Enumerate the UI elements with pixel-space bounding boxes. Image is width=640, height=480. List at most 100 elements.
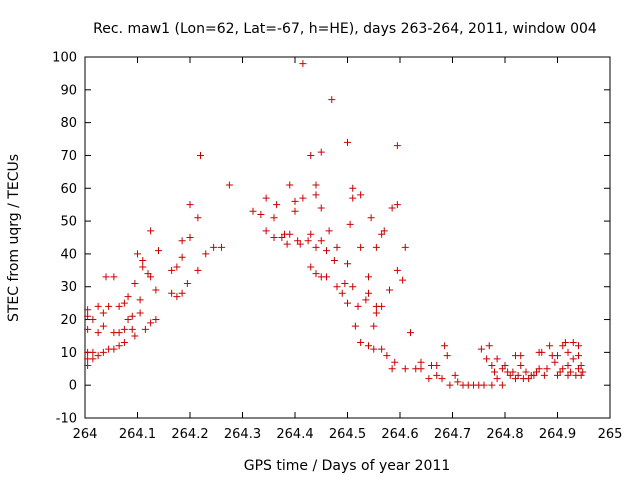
data-point-134 (393, 201, 401, 209)
data-point-164 (493, 375, 501, 383)
data-point-99 (333, 243, 341, 251)
data-point-150 (446, 381, 454, 389)
data-point-30 (128, 312, 136, 320)
data-point-143 (425, 375, 433, 383)
data-point-151 (451, 371, 459, 379)
data-point-194 (559, 365, 567, 373)
data-point-11 (94, 302, 102, 310)
data-point-206 (575, 342, 582, 350)
data-point-42 (147, 227, 155, 235)
data-point-149 (443, 352, 451, 360)
data-point-31 (131, 332, 139, 340)
data-point-0 (84, 361, 92, 369)
data-point-59 (202, 250, 210, 258)
data-point-95 (325, 227, 333, 235)
data-point-25 (120, 325, 128, 333)
data-point-209 (579, 368, 587, 376)
y-tick-label-11: 100 (52, 51, 77, 66)
y-tick-label-1: 0 (69, 379, 77, 394)
data-point-9 (94, 352, 102, 360)
x-tick-label-9: 264.9 (539, 427, 576, 442)
data-point-148 (441, 342, 449, 350)
data-point-145 (433, 361, 441, 369)
data-point-192 (554, 352, 561, 360)
data-point-188 (546, 342, 554, 350)
data-point-158 (480, 381, 488, 389)
data-point-121 (372, 309, 380, 317)
data-point-58 (197, 151, 204, 159)
x-tick-label-3: 264.3 (224, 427, 261, 442)
data-point-32 (131, 279, 139, 287)
data-point-96 (328, 96, 336, 104)
x-axis-label: GPS time / Days of year 2011 (244, 458, 451, 474)
data-point-198 (564, 361, 572, 369)
data-point-73 (286, 181, 294, 189)
data-point-119 (370, 345, 378, 353)
data-point-5 (84, 306, 92, 314)
data-point-8 (89, 316, 97, 324)
x-tick-label-1: 264.1 (119, 427, 156, 442)
data-point-57 (194, 214, 202, 222)
x-tick-label-0: 264 (73, 427, 98, 442)
data-point-168 (501, 361, 509, 369)
data-point-49 (173, 263, 181, 271)
data-point-178 (522, 368, 530, 376)
data-point-85 (312, 270, 320, 278)
data-point-103 (344, 260, 351, 268)
data-point-41 (147, 273, 155, 281)
data-point-124 (378, 345, 386, 353)
data-point-43 (152, 316, 160, 324)
y-tick-label-7: 60 (60, 182, 77, 197)
data-point-159 (483, 355, 491, 363)
data-point-160 (485, 342, 493, 350)
data-point-18 (110, 345, 118, 353)
data-point-40 (147, 319, 155, 327)
y-tick-label-0: -10 (56, 412, 77, 427)
data-point-111 (357, 339, 365, 347)
data-point-22 (115, 329, 123, 337)
data-point-118 (367, 214, 375, 222)
data-point-50 (178, 289, 186, 297)
y-tick-label-2: 10 (60, 346, 77, 361)
data-point-108 (349, 184, 357, 192)
data-point-7 (89, 348, 97, 356)
x-tick-label-4: 264.4 (276, 427, 313, 442)
data-point-12 (99, 348, 107, 356)
data-point-114 (362, 296, 370, 304)
data-point-97 (330, 256, 338, 264)
y-axis-label: STEC from uqrg / TECUs (6, 154, 22, 322)
y-tick-label-6: 50 (60, 215, 77, 230)
x-tick-label-7: 264.7 (434, 427, 471, 442)
data-point-67 (270, 234, 278, 241)
data-point-131 (388, 204, 396, 212)
data-point-166 (498, 381, 506, 389)
data-point-46 (168, 289, 176, 297)
data-point-175 (517, 361, 525, 369)
y-tick-label-4: 30 (60, 280, 77, 295)
data-point-200 (567, 368, 575, 376)
data-point-65 (262, 227, 270, 235)
data-point-74 (286, 230, 294, 238)
x-tick-label-8: 264.8 (486, 427, 523, 442)
data-point-66 (262, 194, 270, 202)
data-point-64 (257, 211, 265, 219)
data-point-100 (338, 289, 346, 297)
data-point-102 (344, 299, 351, 307)
data-point-87 (312, 191, 320, 199)
data-point-75 (291, 207, 299, 215)
data-point-93 (323, 273, 330, 281)
data-point-83 (307, 230, 315, 238)
data-point-94 (323, 247, 330, 255)
data-point-6 (89, 355, 97, 363)
y-tick-label-5: 40 (60, 247, 77, 262)
data-point-82 (307, 263, 315, 271)
data-point-17 (105, 302, 113, 310)
data-point-136 (399, 276, 407, 284)
data-point-127 (380, 227, 388, 235)
data-point-24 (120, 339, 128, 347)
data-point-199 (564, 348, 572, 356)
data-point-36 (139, 263, 147, 271)
data-point-88 (312, 181, 320, 189)
data-point-196 (561, 339, 569, 347)
